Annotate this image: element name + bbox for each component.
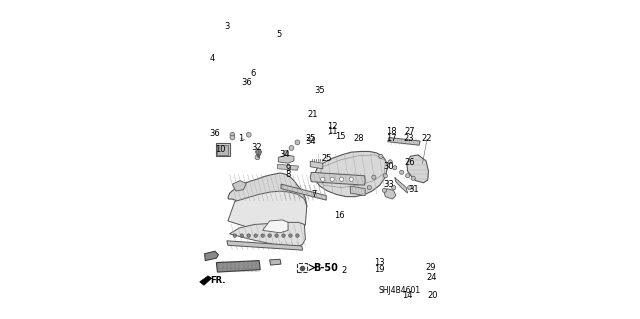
Text: 29: 29 — [426, 263, 436, 272]
Text: 3: 3 — [224, 23, 230, 32]
Circle shape — [330, 177, 334, 181]
Circle shape — [383, 174, 387, 178]
Polygon shape — [315, 152, 388, 197]
Text: 6: 6 — [251, 70, 256, 78]
Text: 4: 4 — [210, 54, 215, 63]
Circle shape — [230, 135, 235, 140]
Polygon shape — [388, 137, 420, 145]
Circle shape — [349, 177, 353, 181]
Polygon shape — [395, 177, 408, 193]
Text: 26: 26 — [404, 158, 415, 167]
Text: 36: 36 — [210, 129, 220, 137]
Polygon shape — [216, 261, 260, 272]
Circle shape — [388, 160, 392, 164]
Text: 14: 14 — [402, 291, 412, 300]
Circle shape — [246, 132, 251, 137]
Polygon shape — [407, 155, 428, 183]
Circle shape — [275, 234, 278, 237]
Text: 13: 13 — [374, 258, 385, 267]
Text: 20: 20 — [428, 291, 438, 300]
Text: 21: 21 — [308, 110, 318, 119]
Circle shape — [372, 175, 376, 179]
Circle shape — [282, 234, 285, 237]
Circle shape — [254, 234, 257, 237]
Text: 35: 35 — [314, 86, 324, 95]
Polygon shape — [384, 189, 396, 199]
Circle shape — [268, 234, 271, 237]
Text: 1: 1 — [238, 134, 243, 143]
Polygon shape — [230, 222, 305, 247]
Text: 10: 10 — [215, 145, 225, 154]
Polygon shape — [227, 241, 303, 250]
Polygon shape — [310, 161, 323, 169]
Text: 12: 12 — [327, 122, 337, 130]
Circle shape — [408, 186, 412, 190]
Text: 9: 9 — [285, 164, 291, 173]
Text: 8: 8 — [285, 170, 291, 179]
Text: 16: 16 — [334, 211, 344, 220]
Text: 36: 36 — [241, 78, 252, 87]
Circle shape — [295, 140, 300, 145]
Polygon shape — [262, 220, 288, 233]
Circle shape — [399, 170, 404, 174]
Polygon shape — [228, 191, 307, 235]
Text: 34: 34 — [305, 137, 316, 145]
Polygon shape — [200, 276, 212, 285]
Circle shape — [289, 234, 292, 237]
Text: 15: 15 — [335, 132, 346, 141]
Circle shape — [230, 132, 235, 137]
Text: 27: 27 — [404, 128, 415, 137]
Polygon shape — [310, 172, 365, 185]
Circle shape — [284, 150, 289, 155]
Polygon shape — [218, 145, 228, 155]
Text: 25: 25 — [305, 134, 316, 144]
Text: 32: 32 — [252, 144, 262, 152]
Text: 25: 25 — [321, 154, 332, 163]
Circle shape — [321, 177, 325, 181]
Polygon shape — [205, 251, 218, 261]
Circle shape — [233, 234, 237, 237]
Polygon shape — [281, 184, 326, 200]
Text: 17: 17 — [386, 134, 397, 143]
Polygon shape — [228, 173, 307, 217]
Text: 22: 22 — [422, 134, 432, 144]
Text: 2: 2 — [341, 266, 346, 275]
Polygon shape — [269, 259, 281, 265]
Text: 24: 24 — [426, 273, 436, 283]
Circle shape — [393, 166, 397, 170]
Polygon shape — [278, 155, 294, 163]
Text: 18: 18 — [386, 128, 397, 137]
Circle shape — [296, 234, 299, 237]
Text: 28: 28 — [354, 134, 364, 143]
Circle shape — [382, 188, 387, 192]
Circle shape — [411, 176, 415, 180]
Circle shape — [289, 145, 294, 150]
Circle shape — [247, 234, 250, 237]
Bar — [297, 263, 307, 272]
Text: 23: 23 — [403, 134, 414, 143]
Text: 31: 31 — [408, 185, 419, 194]
Circle shape — [367, 186, 371, 190]
Text: 11: 11 — [327, 128, 337, 137]
Circle shape — [240, 234, 244, 237]
Text: 30: 30 — [383, 162, 394, 171]
Polygon shape — [216, 144, 230, 156]
Circle shape — [392, 186, 396, 190]
Text: B-50: B-50 — [313, 263, 338, 272]
Text: 7: 7 — [311, 190, 316, 199]
Text: 5: 5 — [276, 30, 282, 39]
Circle shape — [379, 154, 383, 159]
Circle shape — [339, 177, 344, 181]
Text: FR.: FR. — [210, 276, 225, 285]
Polygon shape — [278, 164, 298, 170]
Circle shape — [406, 174, 410, 178]
Text: 19: 19 — [374, 265, 385, 274]
Circle shape — [255, 155, 260, 160]
Polygon shape — [232, 181, 246, 191]
Circle shape — [261, 234, 264, 237]
Polygon shape — [351, 186, 365, 196]
Text: 34: 34 — [279, 151, 290, 160]
Text: SHJ4B4601: SHJ4B4601 — [379, 286, 421, 295]
Text: 33: 33 — [383, 180, 394, 189]
